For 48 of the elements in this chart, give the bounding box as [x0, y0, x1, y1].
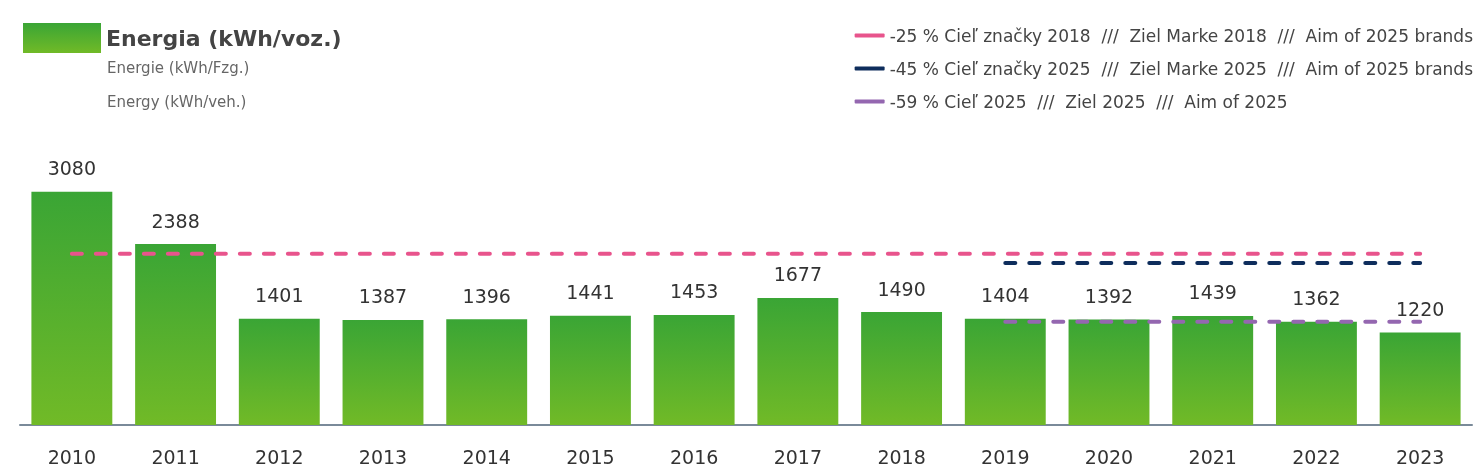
bar	[1379, 332, 1461, 425]
data-label: 1392	[1084, 285, 1134, 308]
data-label: 2388	[151, 209, 200, 232]
bar	[757, 297, 839, 425]
bar	[1275, 321, 1357, 425]
bar	[964, 318, 1046, 425]
data-label: 1441	[566, 281, 615, 304]
x-tick-label: 2021	[1188, 445, 1237, 468]
data-label: 1453	[669, 280, 719, 303]
legend-label: -25 % Cieľ značky 2018 /// Ziel Marke 2018 /// Aim of 2025 brands	[889, 25, 1474, 46]
bar	[1172, 315, 1254, 425]
bar	[135, 244, 217, 425]
bar	[446, 319, 528, 425]
x-tick-label: 2015	[566, 445, 615, 468]
data-label: 1220	[1395, 298, 1445, 321]
x-tick-label: 2014	[462, 445, 511, 468]
bar	[653, 314, 735, 425]
data-label: 1396	[462, 284, 511, 307]
bar	[549, 315, 631, 425]
bar	[31, 191, 113, 425]
x-tick-label: 2018	[877, 445, 926, 468]
data-label: 1401	[255, 284, 304, 307]
legend-label: Energia (kWh/voz.)	[106, 25, 342, 51]
legend-label: -59 % Cieľ 2025 /// Ziel 2025 /// Aim of 2025	[889, 91, 1288, 112]
x-tick-label: 2016	[669, 445, 719, 468]
text: Energy (kWh/veh.)	[107, 92, 247, 111]
data-label: 1362	[1292, 287, 1341, 310]
x-tick-label: 2010	[47, 445, 97, 468]
x-tick-label: 2020	[1084, 445, 1134, 468]
x-tick-label: 2019	[981, 445, 1030, 468]
data-label: 1387	[358, 285, 408, 308]
x-tick-label: 2013	[358, 445, 408, 468]
x-tick-label: 2012	[255, 445, 304, 468]
data-label: 1677	[773, 263, 823, 286]
data-label: 3080	[47, 157, 97, 180]
x-tick-label: 2022	[1292, 445, 1341, 468]
text: Energie (kWh/Fzg.)	[107, 58, 250, 77]
x-tick-label: 2023	[1395, 445, 1445, 468]
data-label: 1439	[1188, 281, 1237, 304]
legend-label: -45 % Cieľ značky 2025 /// Ziel Marke 2025 /// Aim of 2025 brands	[889, 58, 1474, 79]
data-label: 1490	[877, 277, 926, 300]
x-tick-label: 2011	[151, 445, 200, 468]
bar	[861, 312, 943, 425]
data-label: 1404	[981, 284, 1030, 307]
bar	[1068, 319, 1150, 425]
bar	[342, 319, 424, 425]
bar	[238, 318, 320, 425]
x-tick-label: 2017	[773, 445, 823, 468]
